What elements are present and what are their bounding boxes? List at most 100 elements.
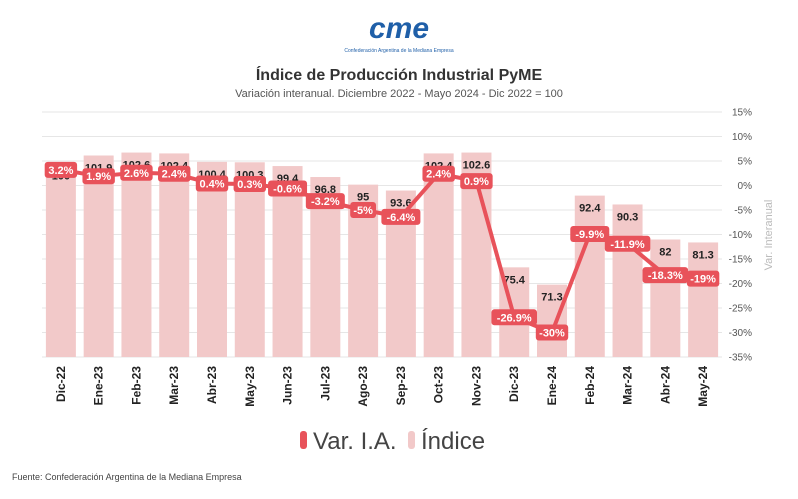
- legend-item-bar: Índice: [408, 428, 485, 455]
- x-tick-label: Ene-23: [92, 366, 106, 406]
- bar-value-label: 81.3: [692, 249, 713, 261]
- bar-value-label: 95: [357, 192, 369, 204]
- bar-value-label: 82: [659, 246, 671, 258]
- gridlines: [42, 111, 722, 358]
- line-value-label: 2.6%: [124, 168, 149, 180]
- chart-title: Índice de Producción Industrial PyME: [256, 65, 543, 84]
- line-point-marker: [604, 235, 651, 252]
- line-value-label: -9.9%: [575, 229, 604, 241]
- bar: [537, 284, 567, 357]
- x-tick-label: May-24: [696, 366, 710, 407]
- legend-item-line: Var. I.A.: [300, 428, 397, 455]
- bar-value-label: 93.6: [390, 198, 411, 210]
- line-value-label: 2.4%: [426, 169, 451, 181]
- x-tick-label: Abr-23: [205, 366, 219, 404]
- line-value-label: -6.4%: [387, 212, 416, 224]
- x-tick-label: Feb-24: [583, 366, 597, 405]
- line-value-label: -26.9%: [497, 312, 532, 324]
- bar: [650, 239, 681, 357]
- right-axis-tick: -15%: [729, 255, 752, 266]
- line-value-label: -18.3%: [648, 270, 683, 282]
- right-axis-tick: -5%: [734, 206, 752, 217]
- x-axis-ticks: Dic-22 Ene-23 Feb-23 Mar-23 Abr-23 May-23 Jun-…: [54, 366, 710, 407]
- x-tick-label: Mar-24: [621, 366, 635, 405]
- x-tick-label: May-23: [243, 366, 257, 407]
- x-tick-label: Dic-22: [54, 366, 68, 402]
- bar-value-label: 102.6: [463, 160, 491, 172]
- line-point-marker: [305, 193, 345, 210]
- line-value-label: -0.6%: [273, 183, 302, 195]
- bar: [688, 242, 719, 357]
- right-axis-ticks: 15% 10% 5% 0% -5% -10% -15% -20% -25% -30% -35%: [729, 108, 752, 364]
- chart-subtitle: Variación interanual. Diciembre 2022 - M…: [235, 88, 563, 100]
- right-axis-tick: -35%: [729, 353, 752, 364]
- right-axis-tick: 15%: [732, 108, 752, 119]
- line-series: 3.2% 1.9% 2.6% 2.4% 0.4% 0.3% -0.6% -3.2% -5% -6.…: [44, 161, 720, 341]
- line-value-label: -30%: [539, 328, 565, 340]
- line-value-label: 0.9%: [464, 176, 489, 188]
- x-tick-label: Nov-23: [469, 366, 483, 406]
- line-point-marker: [422, 165, 455, 182]
- bar-value-label: 75.4: [504, 274, 526, 286]
- legend-line-swatch: [300, 431, 307, 449]
- x-tick-label: Ene-24: [545, 366, 559, 406]
- legend-line-label: Var. I.A.: [313, 428, 397, 455]
- line-value-label: 0.4%: [199, 179, 224, 191]
- line-point-marker: [268, 180, 308, 197]
- bar: [197, 161, 227, 357]
- logo-caption: Confederación Argentina de la Mediana Em…: [344, 48, 453, 54]
- bar: [45, 163, 76, 357]
- bar: [234, 162, 265, 357]
- line-point-marker: [535, 324, 569, 341]
- bar: [159, 153, 190, 357]
- bar: [83, 155, 114, 357]
- line-point-marker: [381, 208, 421, 225]
- x-tick-label: Jul-23: [318, 366, 332, 401]
- logo-wordmark: cme: [369, 12, 429, 45]
- right-axis-tick: 0%: [738, 181, 753, 192]
- x-tick-label: Abr-24: [658, 366, 672, 404]
- legend-bar-label: Índice: [421, 428, 485, 455]
- right-axis-tick: 5%: [738, 157, 753, 168]
- legend: Var. I.A. Índice: [300, 428, 485, 455]
- line-value-label: 2.4%: [162, 169, 187, 181]
- line-value-label: -11.9%: [610, 239, 644, 251]
- bar-value-label: 96.8: [315, 184, 336, 196]
- right-axis-label: Var. Interanual: [763, 200, 775, 271]
- logo: cme Confederación Argentina de la Median…: [344, 12, 453, 54]
- line-value-label: 1.9%: [86, 171, 111, 183]
- line-value-label: 0.3%: [237, 179, 262, 191]
- bar-value-label: 92.4: [579, 203, 601, 215]
- x-tick-label: Jun-23: [281, 366, 295, 405]
- x-tick-label: Ago-23: [356, 366, 370, 407]
- bar: [121, 152, 152, 357]
- bar: [272, 166, 303, 357]
- line-value-label: -3.2%: [311, 196, 340, 208]
- line-value-label: -19%: [690, 274, 716, 286]
- line-value-label: 3.2%: [48, 165, 73, 177]
- x-tick-label: Oct-23: [432, 366, 446, 404]
- bar-value-label: 71.3: [541, 292, 562, 304]
- bar-series: [45, 152, 719, 357]
- right-axis-tick: -30%: [729, 328, 752, 339]
- line-point-marker: [233, 176, 266, 193]
- right-axis-tick: -25%: [729, 304, 752, 315]
- line-point-marker: [82, 168, 115, 185]
- x-tick-label: Sep-23: [394, 366, 408, 406]
- right-axis-tick: 10%: [732, 132, 752, 143]
- line-point-marker: [44, 161, 78, 178]
- line-point-marker: [642, 267, 689, 284]
- line-point-marker: [491, 309, 538, 326]
- line-point-marker: [350, 202, 377, 218]
- line-point-marker: [195, 175, 229, 192]
- line-point-marker: [120, 164, 153, 181]
- right-axis-tick: -20%: [729, 279, 752, 290]
- x-tick-label: Dic-23: [507, 366, 521, 402]
- legend-bar-swatch: [408, 431, 415, 449]
- bar-value-label: 90.3: [617, 211, 638, 223]
- line-point-marker: [460, 173, 493, 190]
- line-point-marker: [158, 165, 191, 182]
- right-axis-tick: -10%: [729, 230, 752, 241]
